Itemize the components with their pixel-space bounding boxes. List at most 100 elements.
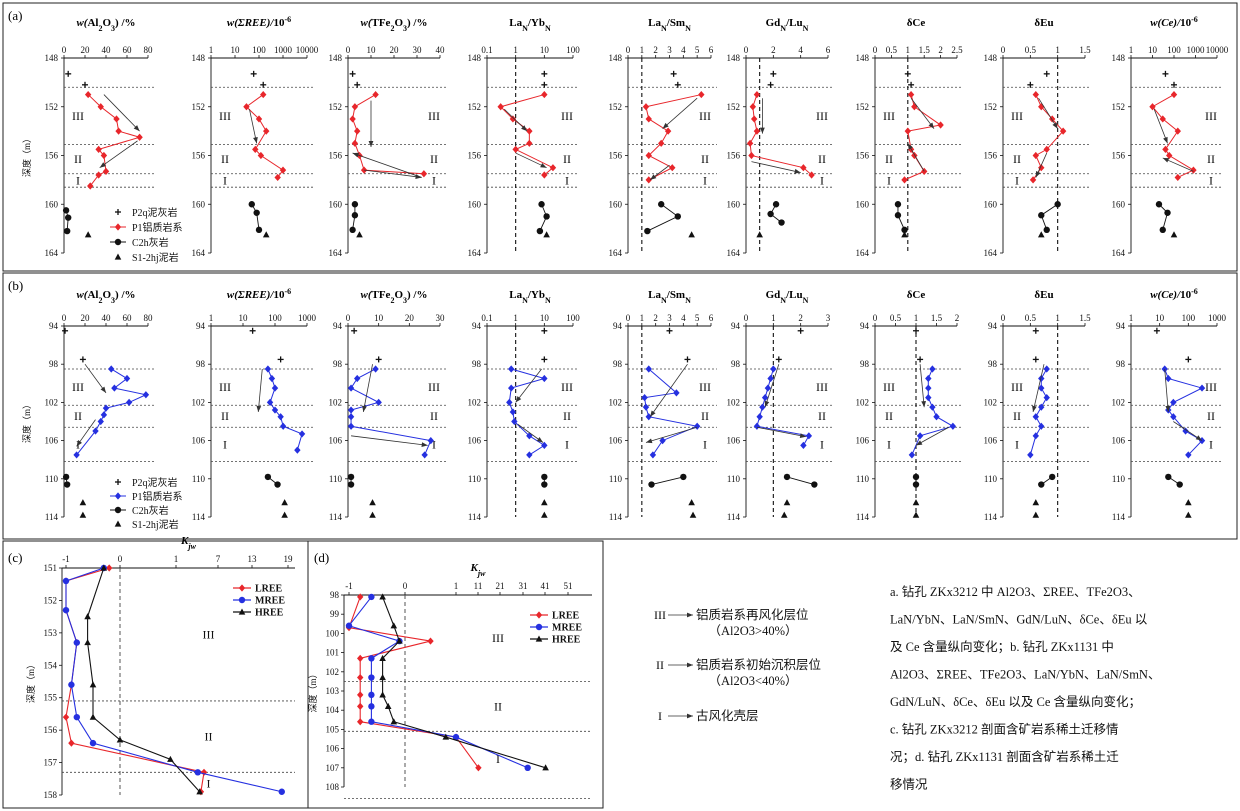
y-tick-label: 98 <box>731 359 741 369</box>
y-tick-label: 156 <box>44 725 58 735</box>
zone-label-III: III <box>428 380 440 394</box>
marl-point <box>904 70 911 77</box>
zone-label-III: III <box>816 380 828 394</box>
mudstone-point <box>688 499 695 506</box>
mudstone-point <box>84 231 92 238</box>
bauxite-series-line <box>499 94 554 176</box>
y-tick-label: 102 <box>984 397 998 407</box>
bauxite-point <box>645 176 652 184</box>
zone-label-II: II <box>885 409 893 423</box>
series-line-mree <box>348 596 528 769</box>
series-point-lree <box>427 637 434 645</box>
zone-label-II: II <box>1207 152 1215 166</box>
trend-arrow <box>760 98 765 134</box>
y-tick-label: 148 <box>984 53 998 63</box>
marl-point <box>260 81 267 88</box>
legend-ab: P2q泥灰岩P1铝质岩系C2h灰岩S1-2hj泥岩P2q泥灰岩P1铝质岩系C2h… <box>110 206 183 531</box>
legend-marker <box>535 611 543 619</box>
bauxite-point <box>1027 451 1034 459</box>
x-tick-label: 1 <box>914 313 919 323</box>
bauxite-point <box>800 164 807 172</box>
mudstone-point <box>756 231 763 238</box>
trend-arrow <box>1162 157 1194 172</box>
legend-marker <box>238 608 246 615</box>
caption-line: 况；d. 钻孔 ZKx1131 剖面含矿岩系稀土迁 <box>890 749 1119 764</box>
series-point-mree <box>368 655 375 662</box>
bauxite-point <box>1043 145 1050 154</box>
panel-c-plot: Kjw-1 0 1 7 13 19151152153154155156157158深度（m… <box>25 535 295 800</box>
y-tick-label: 106 <box>727 436 741 446</box>
zone-label-I: I <box>223 437 227 451</box>
series-point-lree <box>357 702 364 710</box>
zone-label-I: I <box>887 173 891 187</box>
bauxite-point <box>549 164 557 172</box>
x-tick-label: 1.5 <box>1079 313 1091 323</box>
y-tick-label: 164 <box>1112 248 1126 258</box>
x-tick-label: 1.5 <box>1079 45 1091 55</box>
y-tick-label: 156 <box>984 151 998 161</box>
x-tick-label: 80 <box>144 45 154 55</box>
series-point-hree <box>89 681 97 688</box>
subplot-title: w(Ce)/10-6 <box>1150 287 1198 302</box>
marl-point <box>670 70 677 77</box>
series-point-lree <box>106 564 113 572</box>
x-tick-label: 10 <box>540 45 550 55</box>
limestone-point <box>62 473 70 481</box>
zone-label-III: III <box>883 109 895 123</box>
trend-arrow <box>1153 109 1168 144</box>
zone-label-II: II <box>701 152 709 166</box>
zone-label-II: II <box>205 730 213 744</box>
series-point-mree <box>62 606 70 614</box>
legend-label: C2h灰岩 <box>132 504 169 517</box>
zone-label-I: I <box>565 437 569 451</box>
y-tick-label: 110 <box>192 474 206 484</box>
marl-point <box>1162 70 1169 77</box>
limestone-point <box>541 473 548 481</box>
trend-arrow <box>503 108 528 132</box>
figure-caption: a. 钻孔 ZKx3212 中 Al2O3、ΣREE、TFe2O3、 LaN/Yb… <box>890 584 1160 792</box>
bauxite-point <box>375 398 382 406</box>
limestone-point <box>1155 201 1163 208</box>
trend-arrow <box>910 97 935 129</box>
x-tick-label: 0.5 <box>1025 313 1037 323</box>
bauxite-point <box>805 432 813 440</box>
limestone-line <box>651 476 684 485</box>
bauxite-point <box>541 171 548 179</box>
bauxite-point <box>279 166 287 174</box>
subplot-9: w(Ce)/10-61 10 100 10009498102106110114IIII… <box>1112 287 1227 523</box>
y-tick-label: 152 <box>984 102 998 112</box>
subplot-title: δCe <box>907 289 926 301</box>
y-tick-label: 94 <box>1116 321 1126 331</box>
panel-b-frame <box>2 272 1238 540</box>
y-tick-label: 106 <box>609 436 623 446</box>
subplot-1: w(Al2O3) /%0 20 40 60 809498102106110114IIII… <box>45 289 154 522</box>
limestone-point <box>894 201 902 208</box>
x-tick-label: 5 <box>695 313 700 323</box>
bauxite-point <box>1182 427 1189 435</box>
bauxite-point <box>506 398 513 406</box>
x-tick-label: 1000 <box>298 313 317 323</box>
series-point-mree <box>73 713 81 721</box>
marl-point <box>767 81 774 88</box>
x-tick-label: 3 <box>667 313 672 323</box>
trend-arrow <box>1173 421 1203 441</box>
subplot-title: GdN/LuN <box>766 17 809 33</box>
marl-point <box>1032 356 1039 363</box>
series-point-mree <box>89 739 97 747</box>
bauxite-point <box>512 145 519 154</box>
series-line-hree <box>87 567 201 793</box>
legend-label: HREE <box>255 608 284 619</box>
y-tick-label: 103 <box>326 686 340 696</box>
x-tick-label: 0.1 <box>481 313 492 323</box>
bauxite-point <box>1165 374 1172 383</box>
bauxite-point <box>526 432 533 440</box>
zone-label-III: III <box>492 631 504 645</box>
trend-arrow <box>907 143 925 172</box>
y-tick-label: 102 <box>45 397 59 407</box>
zone-label-II: II <box>1013 409 1021 423</box>
marl-point <box>666 327 673 334</box>
limestone-point <box>1038 212 1045 219</box>
y-tick-label: 152 <box>44 595 58 605</box>
bauxite-point <box>108 365 115 373</box>
